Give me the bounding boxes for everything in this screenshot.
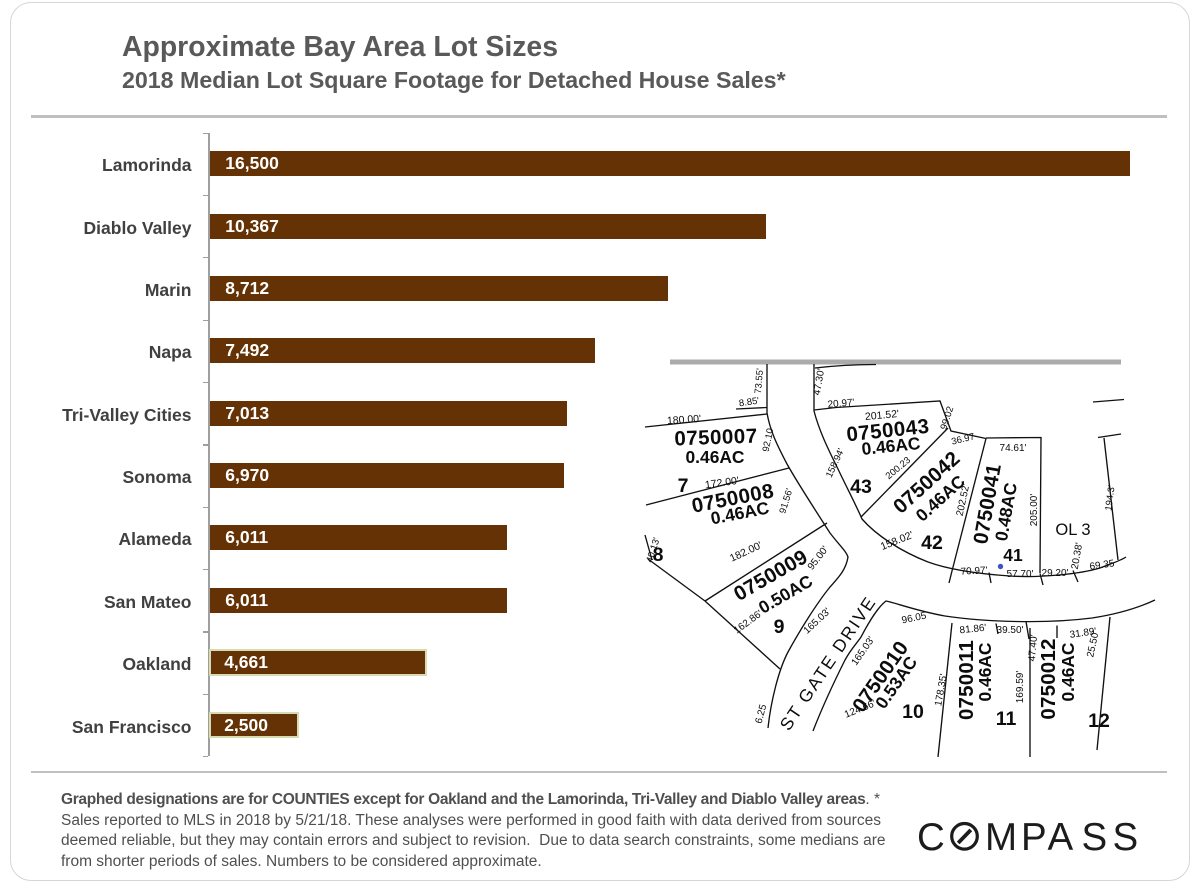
svg-text:180.00': 180.00' bbox=[667, 413, 702, 427]
svg-text:73.55': 73.55' bbox=[753, 368, 766, 395]
svg-text:158.02': 158.02' bbox=[879, 529, 915, 553]
svg-text:P: P bbox=[1021, 816, 1047, 859]
svg-text:M: M bbox=[985, 816, 1017, 859]
svg-text:0750011: 0750011 bbox=[955, 640, 978, 720]
svg-text:9: 9 bbox=[774, 616, 785, 638]
svg-text:8: 8 bbox=[653, 544, 664, 566]
svg-text:12: 12 bbox=[1088, 710, 1110, 732]
svg-text:S: S bbox=[1113, 816, 1139, 859]
svg-text:0750012: 0750012 bbox=[1037, 638, 1060, 719]
svg-text:74.61': 74.61' bbox=[1000, 443, 1027, 454]
svg-text:41: 41 bbox=[1003, 545, 1023, 565]
svg-text:29.20': 29.20' bbox=[1042, 568, 1069, 579]
svg-text:162.86': 162.86' bbox=[732, 608, 765, 636]
svg-text:C: C bbox=[917, 816, 945, 859]
svg-text:91.56': 91.56' bbox=[777, 487, 795, 515]
svg-text:0.46AC: 0.46AC bbox=[975, 642, 995, 701]
svg-text:178.35': 178.35' bbox=[933, 673, 949, 707]
svg-text:31.89': 31.89' bbox=[1069, 626, 1097, 641]
svg-text:47.30': 47.30' bbox=[812, 368, 828, 397]
svg-text:169.59': 169.59' bbox=[1015, 671, 1026, 704]
svg-text:57.70': 57.70' bbox=[1007, 569, 1034, 580]
svg-text:92.10: 92.10 bbox=[761, 427, 777, 453]
svg-text:0.46AC: 0.46AC bbox=[686, 447, 745, 467]
svg-text:81.86': 81.86' bbox=[959, 623, 987, 637]
svg-text:194.3': 194.3' bbox=[1103, 484, 1117, 511]
svg-text:158.94': 158.94' bbox=[824, 447, 847, 480]
svg-text:0750007: 0750007 bbox=[674, 425, 758, 451]
svg-text:25.50': 25.50' bbox=[1085, 630, 1101, 659]
svg-text:69.35: 69.35 bbox=[1089, 558, 1116, 572]
svg-text:OL 3: OL 3 bbox=[1055, 521, 1090, 539]
svg-text:99.02: 99.02 bbox=[939, 405, 957, 431]
svg-text:47.40': 47.40' bbox=[1027, 634, 1040, 662]
svg-text:20.97': 20.97' bbox=[827, 397, 855, 410]
svg-text:11: 11 bbox=[996, 708, 1017, 730]
svg-text:36.97: 36.97 bbox=[950, 431, 976, 447]
svg-text:42: 42 bbox=[921, 532, 943, 554]
svg-text:20.38': 20.38' bbox=[1070, 542, 1086, 571]
svg-text:8.85': 8.85' bbox=[738, 396, 760, 410]
svg-text:0.46AC: 0.46AC bbox=[1058, 642, 1078, 701]
svg-text:182.00': 182.00' bbox=[728, 539, 764, 564]
svg-text:43: 43 bbox=[850, 476, 872, 498]
svg-text:205.00': 205.00' bbox=[1029, 494, 1040, 527]
svg-text:39.50': 39.50' bbox=[997, 625, 1024, 636]
svg-text:201.52': 201.52' bbox=[864, 408, 899, 423]
svg-text:96.05: 96.05 bbox=[901, 610, 928, 626]
svg-text:7: 7 bbox=[678, 475, 689, 497]
svg-text:A: A bbox=[1048, 816, 1074, 859]
svg-text:95.00': 95.00' bbox=[806, 544, 831, 572]
svg-text:70.97': 70.97' bbox=[960, 565, 988, 577]
svg-text:172.00': 172.00' bbox=[704, 475, 739, 492]
svg-text:6.25: 6.25 bbox=[754, 703, 770, 725]
svg-text:S: S bbox=[1082, 816, 1108, 859]
svg-text:10: 10 bbox=[902, 701, 924, 723]
